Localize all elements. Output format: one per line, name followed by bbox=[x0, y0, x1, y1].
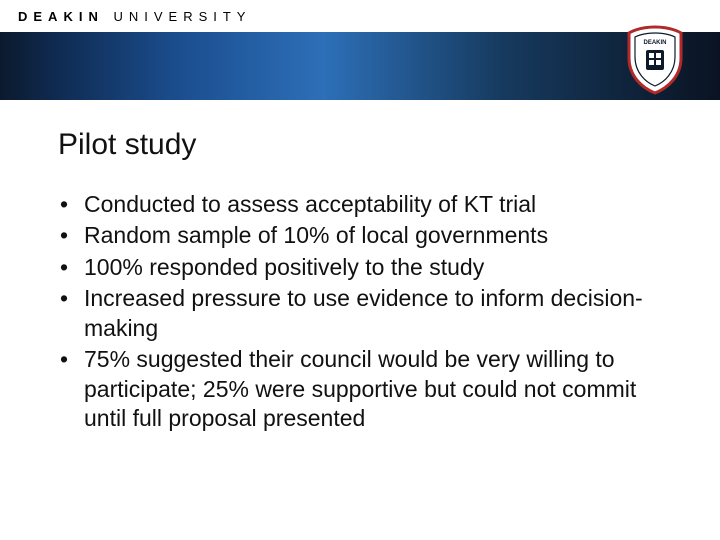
header-bar: DEAKIN UNIVERSITY bbox=[0, 0, 720, 32]
bullet-icon: • bbox=[60, 221, 84, 250]
university-name-rest: UNIVERSITY bbox=[113, 9, 251, 24]
content-area: •Conducted to assess acceptability of KT… bbox=[60, 190, 660, 434]
bullet-text: Increased pressure to use evidence to in… bbox=[84, 284, 660, 343]
university-name-bold: DEAKIN bbox=[18, 9, 104, 24]
bullet-icon: • bbox=[60, 284, 84, 313]
slide-title: Pilot study bbox=[58, 128, 720, 162]
crest-label: DEAKIN bbox=[643, 40, 666, 46]
university-name: DEAKIN UNIVERSITY bbox=[18, 9, 251, 24]
bullet-text: 75% suggested their council would be ver… bbox=[84, 345, 660, 433]
bullet-text: Conducted to assess acceptability of KT … bbox=[84, 190, 660, 219]
list-item: •Conducted to assess acceptability of KT… bbox=[60, 190, 660, 219]
bullet-list: •Conducted to assess acceptability of KT… bbox=[60, 190, 660, 434]
banner: DEAKIN bbox=[0, 32, 720, 100]
bullet-icon: • bbox=[60, 345, 84, 374]
list-item: •Increased pressure to use evidence to i… bbox=[60, 284, 660, 343]
bullet-icon: • bbox=[60, 253, 84, 282]
bullet-icon: • bbox=[60, 190, 84, 219]
slide: DEAKIN UNIVERSITY DEAKIN Pilot study •Co… bbox=[0, 0, 720, 540]
list-item: •Random sample of 10% of local governmen… bbox=[60, 221, 660, 250]
list-item: •100% responded positively to the study bbox=[60, 253, 660, 282]
crest-icon: DEAKIN bbox=[624, 26, 686, 94]
bullet-text: 100% responded positively to the study bbox=[84, 253, 660, 282]
bullet-text: Random sample of 10% of local government… bbox=[84, 221, 660, 250]
list-item: •75% suggested their council would be ve… bbox=[60, 345, 660, 433]
